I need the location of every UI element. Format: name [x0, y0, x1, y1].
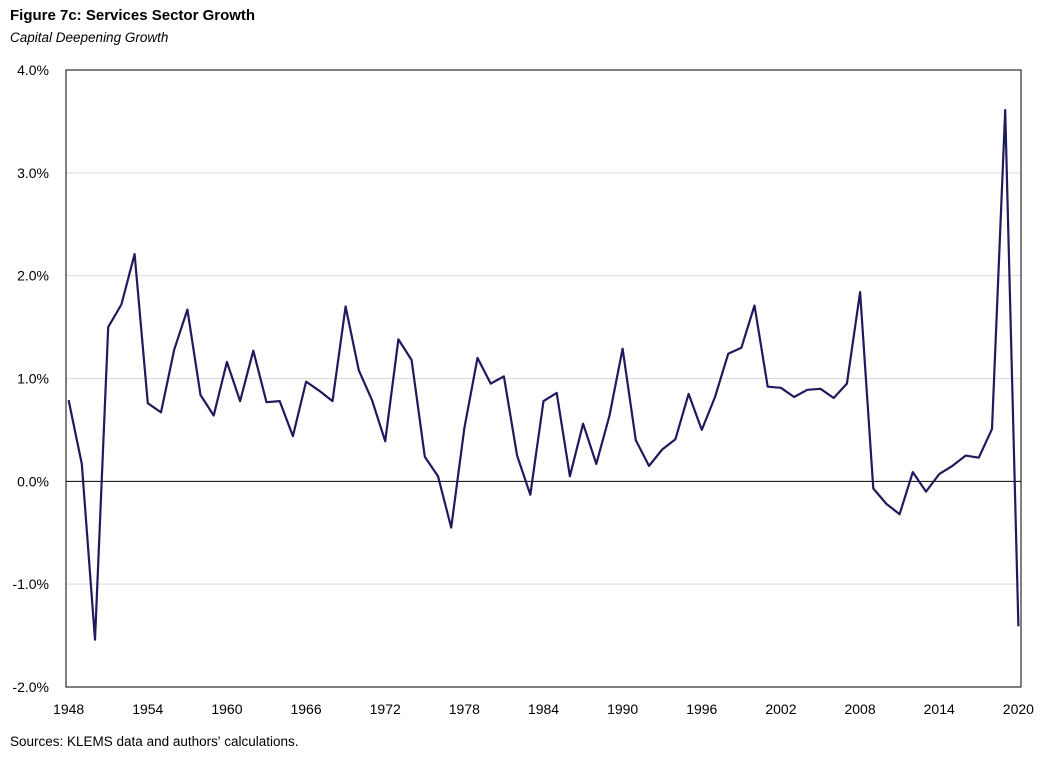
x-tick-label: 1978 — [449, 701, 480, 717]
series-line — [67, 108, 1020, 641]
x-tick-label: 1966 — [290, 701, 321, 717]
x-tick-label: 1996 — [686, 701, 717, 717]
x-tick-label: 1960 — [211, 701, 242, 717]
chart-title: Figure 7c: Services Sector Growth — [10, 7, 256, 24]
gridlines — [66, 172, 1021, 585]
x-tick-label: 1948 — [53, 701, 84, 717]
x-tick-label: 1990 — [607, 701, 638, 717]
y-tick-label: 1.0% — [17, 371, 49, 387]
x-tick-label: 2002 — [765, 701, 796, 717]
y-tick-label: 3.0% — [17, 165, 49, 181]
x-tick-label: 2014 — [924, 701, 955, 717]
y-tick-label: 4.0% — [17, 62, 49, 78]
y-tick-label: 2.0% — [17, 268, 49, 284]
plot-area-border — [65, 69, 1022, 688]
y-axis-ticks: 4.0% 3.0% 2.0% 1.0% 0.0% -1.0% -2.0% — [12, 62, 49, 695]
x-tick-label: 2020 — [1003, 701, 1034, 717]
x-tick-label: 1972 — [370, 701, 401, 717]
series-group — [67, 108, 1020, 641]
y-tick-label: -2.0% — [12, 679, 49, 695]
x-tick-label: 1954 — [132, 701, 163, 717]
x-tick-label: 2008 — [844, 701, 875, 717]
chart-source-note: Sources: KLEMS data and authors' calcula… — [10, 734, 299, 749]
x-tick-label: 1984 — [528, 701, 559, 717]
x-axis-ticks: 1948 1954 1960 1966 1972 1978 1984 1990 1996 2002… — [53, 701, 1034, 717]
y-tick-label: 0.0% — [17, 473, 49, 489]
chart-subtitle: Capital Deepening Growth — [10, 30, 169, 45]
y-tick-label: -1.0% — [12, 576, 49, 592]
